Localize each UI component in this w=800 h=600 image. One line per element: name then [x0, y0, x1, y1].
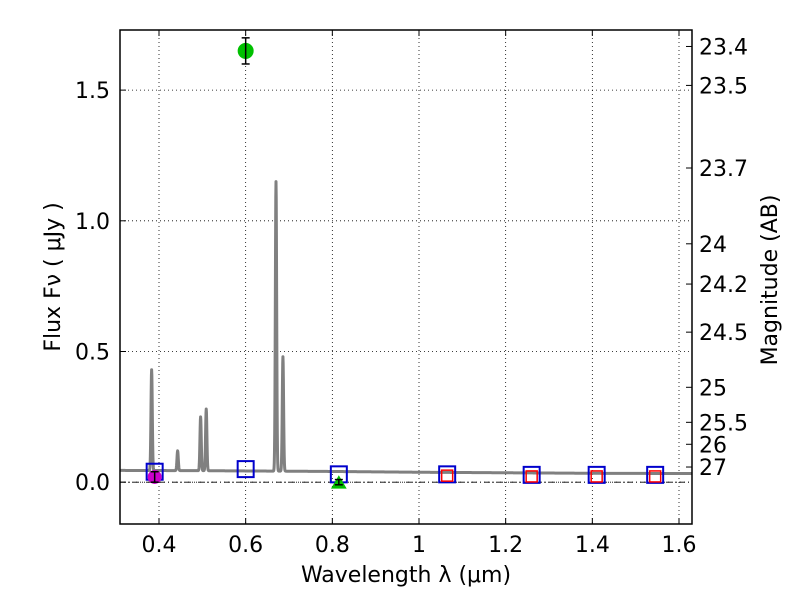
- y-tick-label: 1.0: [75, 210, 110, 235]
- upper-limit-square: [440, 469, 454, 482]
- mag-tick-label: 26: [699, 433, 727, 458]
- plot-background: [120, 30, 692, 524]
- x-tick-label: 1.6: [662, 533, 697, 558]
- y-tick-label: 1.5: [75, 79, 110, 104]
- mag-tick-label: 25: [699, 376, 727, 401]
- x-axis-label: Wavelength λ (μm): [301, 563, 511, 588]
- mag-tick-label: 23.4: [699, 35, 748, 60]
- plot-frame: [119, 29, 693, 525]
- y-axis-right-label: Magnitude (AB): [758, 195, 783, 366]
- mag-tick-label: 24.5: [699, 321, 748, 346]
- upper-limit-square: [525, 470, 538, 483]
- upper-limit-square: [590, 470, 603, 483]
- mag-tick-label: 27: [699, 456, 727, 481]
- mag-tick-label: 24.2: [699, 273, 748, 298]
- y-axis-label: Flux Fν ( μJy ): [41, 202, 66, 351]
- x-tick-label: 0.4: [142, 533, 177, 558]
- mag-tick-label: 23.7: [699, 157, 748, 182]
- x-tick-label: 1: [412, 533, 426, 558]
- spectrum-line: [118, 180, 694, 476]
- model-flux-square: [587, 465, 606, 484]
- mag-tick-label: 23.5: [699, 74, 748, 99]
- mag-tick-label: 25.5: [699, 411, 748, 436]
- x-tick-label: 0.8: [315, 533, 350, 558]
- mag-tick-label: 24: [699, 233, 727, 258]
- y-tick-label: 0.0: [75, 471, 110, 496]
- data-series: [118, 37, 694, 489]
- model-flux-square: [236, 460, 255, 479]
- axis-ticks: 0.4 0.6 0.8 1 1.2 1.4 1.6 0.0 0.5 1.0 1.5 23.4 23.5 2…: [75, 30, 748, 558]
- x-tick-label: 1.4: [575, 533, 610, 558]
- model-flux-square: [646, 465, 665, 484]
- y-tick-label: 0.5: [75, 340, 110, 365]
- x-tick-label: 1.2: [488, 533, 523, 558]
- model-flux-square: [522, 465, 541, 484]
- model-flux-square: [438, 465, 457, 484]
- upper-limit-square: [648, 470, 662, 483]
- x-tick-label: 0.6: [228, 533, 263, 558]
